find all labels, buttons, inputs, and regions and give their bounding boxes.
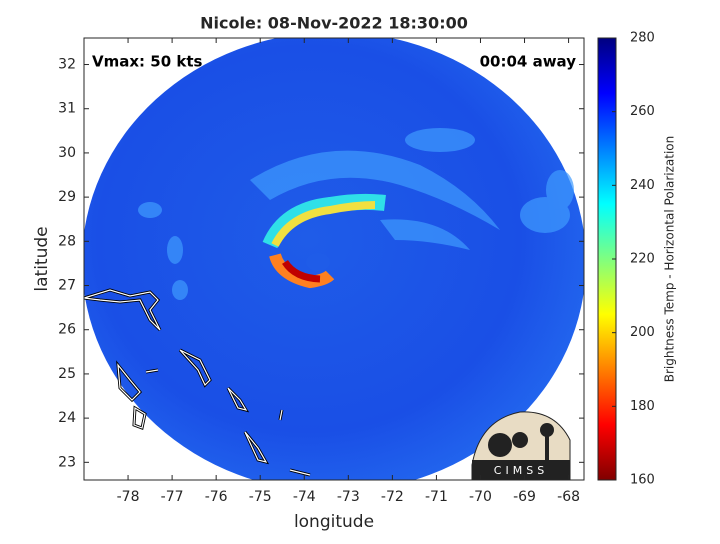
cloud-bands	[138, 128, 574, 300]
x-axis-label: longitude	[294, 512, 374, 532]
x-tick-label: -78	[117, 489, 140, 505]
colorbar-tick-label: 240	[630, 178, 655, 193]
x-tick-label: -71	[425, 489, 448, 505]
colorbar-tick-label: 160	[630, 473, 655, 488]
colorbar-tick-label: 220	[630, 252, 655, 267]
x-tick-label: -72	[381, 489, 404, 505]
colorbar-tick-label: 280	[630, 31, 655, 46]
colorbar-tick-label: 180	[630, 399, 655, 414]
colorbar-tick-label: 200	[630, 325, 655, 340]
x-tick-label: -76	[205, 489, 228, 505]
satellite-image	[84, 38, 584, 480]
y-tick-label: 25	[58, 366, 76, 382]
logo: CIMSS	[471, 411, 571, 481]
vmax-annotation: Vmax: 50 kts	[92, 53, 202, 71]
y-tick-label: 28	[58, 233, 76, 249]
plot-frame	[83, 37, 585, 481]
y-tick-label: 26	[58, 322, 76, 338]
y-tick-label: 32	[58, 57, 76, 73]
y-tick-label: 31	[58, 101, 76, 117]
colorbar-label: Brightness Temp - Horizontal Polarizatio…	[663, 136, 677, 383]
y-tick-label: 27	[58, 278, 76, 294]
x-tick-label: -75	[249, 489, 272, 505]
colorbar-tick-label: 260	[630, 104, 655, 119]
x-tick-label: -70	[469, 489, 492, 505]
eyewall	[262, 193, 386, 289]
x-tick-label: -68	[557, 489, 580, 505]
y-tick-label: 24	[58, 410, 76, 426]
y-tick-label: 30	[58, 145, 76, 161]
chart-title: Nicole: 08-Nov-2022 18:30:00	[200, 14, 468, 33]
x-tick-label: -69	[513, 489, 536, 505]
y-tick-label: 29	[58, 189, 76, 205]
x-tick-label: -74	[293, 489, 316, 505]
coastlines-inner	[84, 289, 311, 476]
logo-text: CIMSS	[494, 464, 548, 477]
y-tick-label: 23	[58, 454, 76, 470]
x-tick-label: -73	[337, 489, 360, 505]
time-annotation: 00:04 away	[480, 53, 577, 71]
x-tick-label: -77	[161, 489, 184, 505]
y-axis-label: latitude	[32, 226, 52, 291]
